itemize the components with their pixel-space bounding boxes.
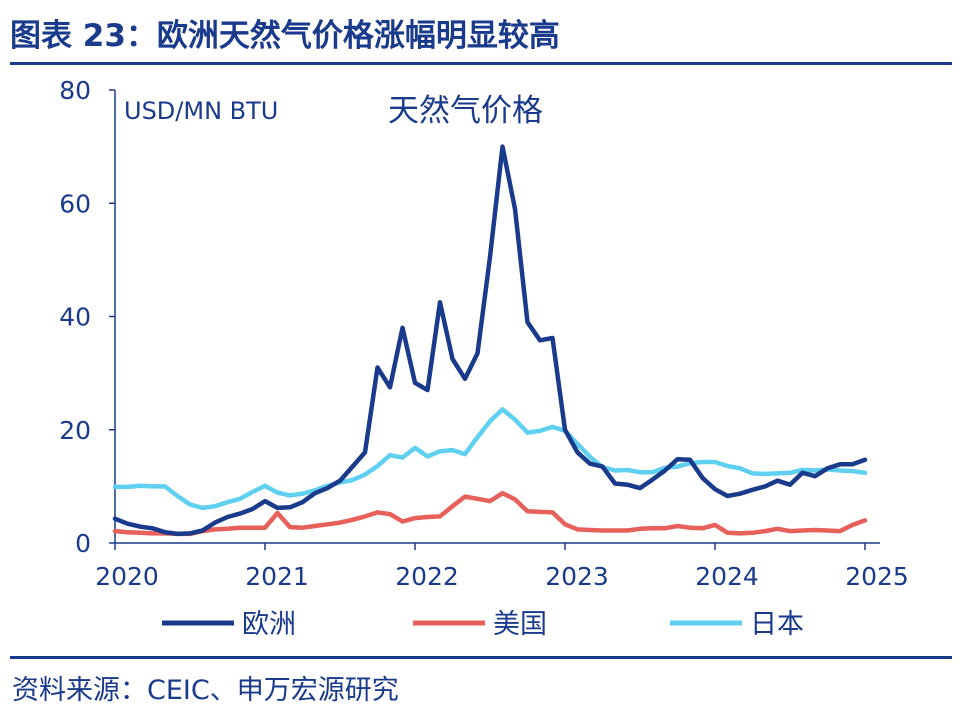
series-line-japan — [112, 407, 868, 511]
x-tick-label: 2025 — [845, 562, 909, 591]
legend-label-japan: 日本 — [750, 609, 804, 640]
y-tick-label: 40 — [59, 303, 91, 332]
x-tick-label: 2023 — [545, 562, 609, 591]
series-line-us — [112, 490, 868, 537]
source-divider — [10, 656, 952, 659]
series-line-europe — [112, 144, 868, 537]
legend-label-us: 美国 — [493, 609, 547, 640]
source-note: 资料来源：CEIC、申万宏源研究 — [12, 675, 399, 706]
y-tick-label: 20 — [59, 416, 91, 445]
title-divider — [10, 62, 952, 65]
x-tick-label: 2020 — [95, 562, 159, 591]
chart-series — [112, 144, 868, 537]
chart-legend: 欧洲 美国 日本 — [162, 609, 804, 640]
x-tick-label: 2022 — [395, 562, 459, 591]
chart-title: 天然气价格 — [388, 93, 543, 129]
legend-label-europe: 欧洲 — [242, 609, 296, 640]
page-title: 图表 23：欧洲天然气价格涨幅明显较高 — [10, 18, 560, 54]
y-axis-unit-label: USD/MN BTU — [124, 97, 278, 125]
x-tick-label: 2021 — [245, 562, 309, 591]
x-tick-label: 2024 — [695, 562, 759, 591]
y-tick-label: 80 — [59, 76, 91, 105]
gas-price-chart: 0 20 40 60 80 2020 2021 2022 2023 2024 2025 USD/MN… — [59, 76, 909, 640]
y-tick-label: 60 — [59, 189, 91, 218]
chart-axes: 0 20 40 60 80 2020 2021 2022 2023 2024 2025 — [59, 76, 909, 591]
y-tick-label: 0 — [75, 529, 91, 558]
